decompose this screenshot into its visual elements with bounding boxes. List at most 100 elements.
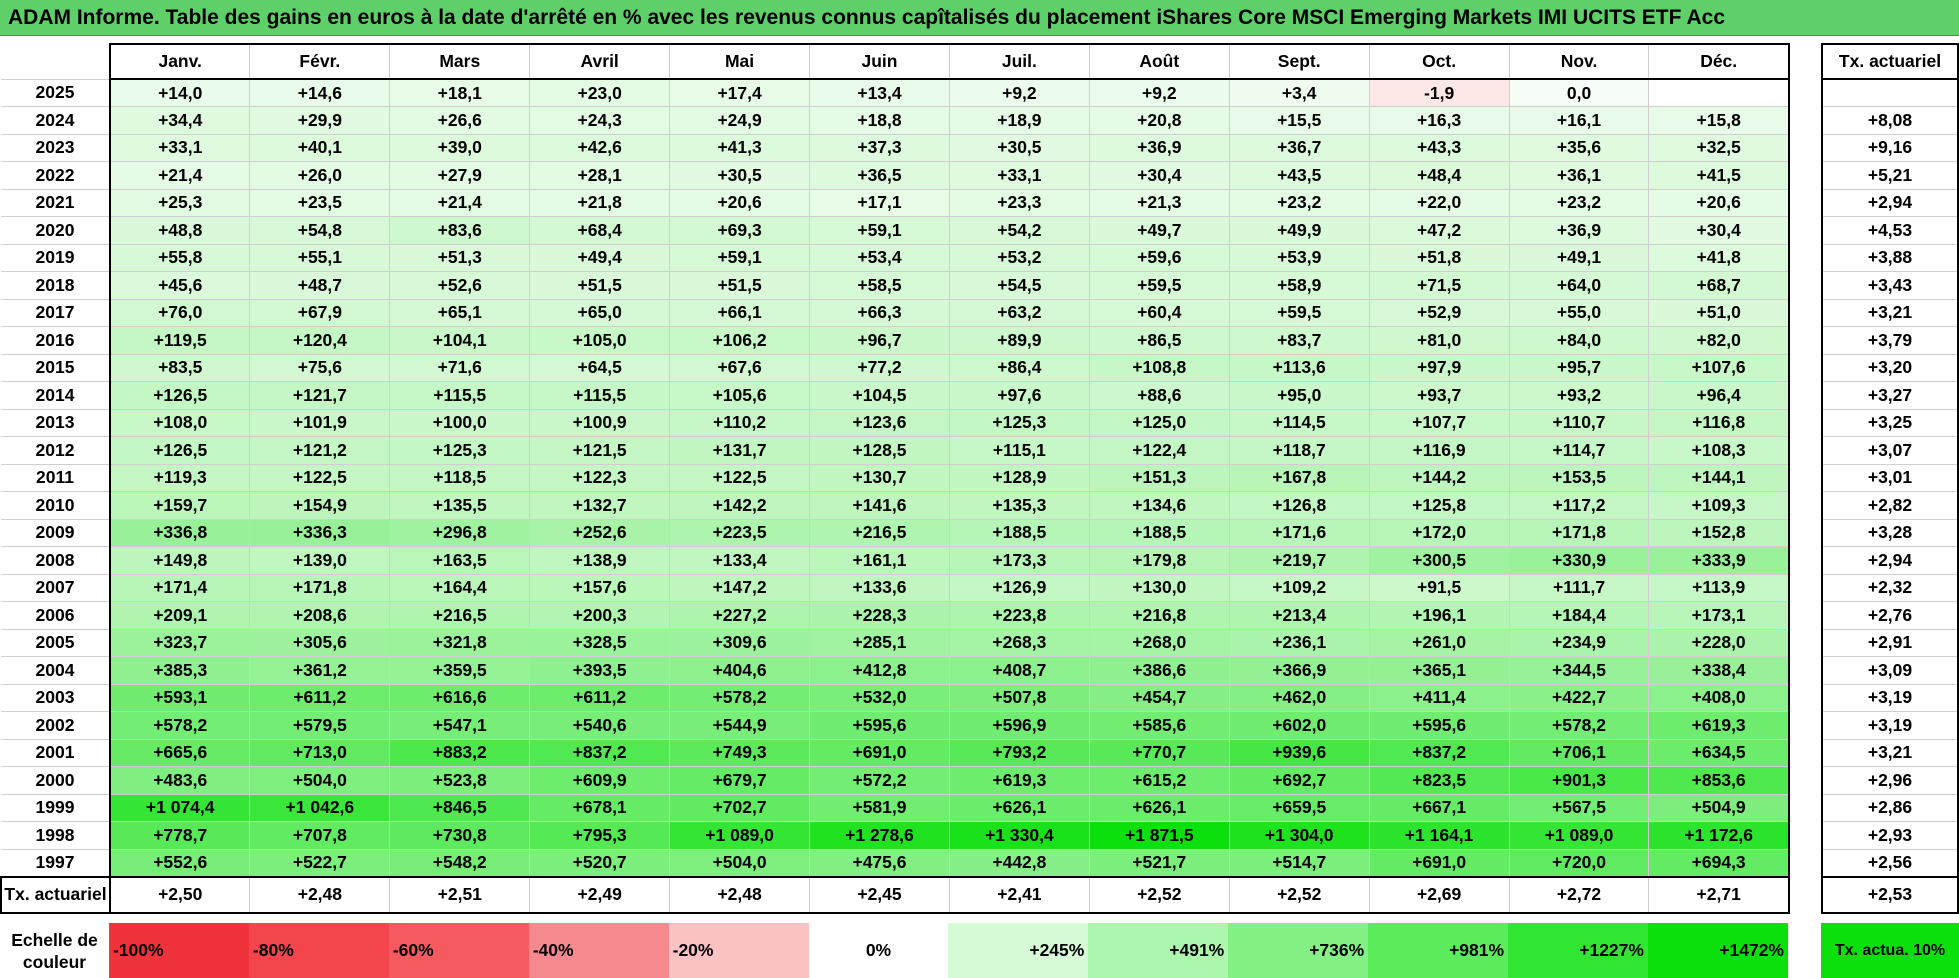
gain-cell: +23,0 [529, 78, 671, 107]
gain-cell: +21,8 [529, 188, 671, 217]
gain-cell: +1 304,0 [1228, 821, 1370, 850]
gain-cell: +171,8 [249, 573, 391, 602]
gain-cell: +24,3 [529, 106, 671, 135]
gain-cell: +578,2 [109, 711, 251, 740]
rate-row: +2,86 [1821, 793, 1959, 822]
gain-cell: +121,5 [529, 436, 671, 465]
gain-cell: +142,2 [669, 491, 811, 520]
gain-cell: +58,9 [1228, 271, 1370, 300]
gain-cell: +113,6 [1228, 353, 1370, 382]
gain-cell: +48,4 [1368, 161, 1510, 190]
gain-cell: +15,8 [1648, 106, 1790, 135]
rate-row: +2,93 [1821, 821, 1959, 850]
gain-cell: +96,4 [1648, 381, 1790, 410]
color-scale-swatch: +1472% [1647, 923, 1788, 978]
rate-cell: +3,21 [1821, 738, 1959, 767]
gain-cell: +268,0 [1088, 628, 1230, 657]
gain-cell: +104,1 [389, 326, 531, 355]
gain-cell: +883,2 [389, 738, 531, 767]
footer-rate-cell: +2,48 [669, 875, 811, 914]
gain-cell: +17,1 [809, 188, 950, 217]
gain-cell: +442,8 [948, 848, 1090, 877]
gain-cell: +336,3 [249, 518, 391, 547]
gain-cell: +23,2 [1228, 188, 1370, 217]
gain-cell: +64,0 [1508, 271, 1650, 300]
gain-cell: +100,0 [389, 408, 531, 437]
gain-cell: +30,4 [1088, 161, 1230, 190]
month-header: Sept. [1228, 43, 1370, 80]
gain-cell: +125,3 [389, 436, 531, 465]
gain-cell: +120,4 [249, 326, 391, 355]
table-row: 2010 +159,7 +154,9 +135,5 +132,7 +142,2 +141,6… [1, 491, 1790, 520]
gain-cell: +227,2 [669, 601, 811, 630]
rate-row: +2,94 [1821, 546, 1959, 575]
footer-overall-rate: +2,53 [1821, 875, 1959, 914]
gain-cell: +164,4 [389, 573, 531, 602]
gain-cell: +213,4 [1228, 601, 1370, 630]
table-row: 2002 +578,2 +579,5 +547,1 +540,6 +544,9 +595,6… [1, 711, 1790, 740]
gain-cell: +665,6 [109, 738, 251, 767]
month-header: Juil. [948, 43, 1090, 80]
gain-cell: +55,1 [249, 243, 391, 272]
gain-cell: +107,7 [1368, 408, 1510, 437]
gain-cell: +15,5 [1228, 106, 1370, 135]
gain-cell: +1 871,5 [1088, 821, 1230, 850]
gain-cell: +13,4 [809, 78, 950, 107]
gain-cell: +51,0 [1648, 298, 1790, 327]
rate-cell: +3,43 [1821, 271, 1959, 300]
gain-cell: +126,9 [948, 573, 1090, 602]
gain-cell: +108,3 [1648, 436, 1790, 465]
gain-cell: +21,4 [389, 188, 531, 217]
color-scale-rate-label: Tx. actua. 10% [1834, 941, 1946, 959]
gain-cell: +29,9 [249, 106, 391, 135]
gain-cell: +321,8 [389, 628, 531, 657]
gain-cell: +54,8 [249, 216, 391, 245]
rate-cell: +3,27 [1821, 381, 1959, 410]
rate-cell: +2,86 [1821, 793, 1959, 822]
gain-cell: +35,6 [1508, 133, 1650, 162]
gain-cell: +236,1 [1228, 628, 1370, 657]
gain-cell: +223,8 [948, 601, 1090, 630]
gain-cell: +125,0 [1088, 408, 1230, 437]
gain-cell: +173,3 [948, 546, 1090, 575]
table-row: 2020 +48,8 +54,8 +83,6 +68,4 +69,3 +59,1 +54,2 +… [1, 216, 1790, 245]
color-scale-swatch: -80% [248, 923, 389, 978]
gain-cell: +596,9 [948, 711, 1090, 740]
gain-cell: +135,5 [389, 491, 531, 520]
gain-cell: +1 042,6 [249, 793, 391, 822]
gain-cell: +602,0 [1228, 711, 1370, 740]
footer-rate-cell: +2,41 [948, 875, 1090, 914]
gain-cell: +707,8 [249, 821, 391, 850]
gain-cell: +66,1 [669, 298, 811, 327]
rate-cell: +3,21 [1821, 298, 1959, 327]
gain-cell: +83,6 [389, 216, 531, 245]
gain-cell: +123,6 [809, 408, 950, 437]
gain-cell: +97,6 [948, 381, 1090, 410]
gain-cell: +133,6 [809, 573, 950, 602]
gain-cell: +678,1 [529, 793, 671, 822]
rate-row: +3,19 [1821, 711, 1959, 740]
color-scale-swatch: +981% [1368, 923, 1509, 978]
rate-row: +3,21 [1821, 738, 1959, 767]
gain-cell: +28,1 [529, 161, 671, 190]
rate-row: +2,56 [1821, 848, 1959, 877]
gain-cell: +71,6 [389, 353, 531, 382]
rate-cell: +5,21 [1821, 161, 1959, 190]
year-label: 2010 [1, 491, 111, 520]
rate-row: +2,96 [1821, 766, 1959, 795]
gain-cell: +172,0 [1368, 518, 1510, 547]
gain-cell: +454,7 [1088, 683, 1230, 712]
gain-cell: +179,8 [1088, 546, 1230, 575]
rate-header: Tx. actuariel [1821, 43, 1959, 80]
year-label: 2024 [1, 106, 111, 135]
gain-cell: +75,6 [249, 353, 391, 382]
gain-cell: +706,1 [1508, 738, 1650, 767]
table-row: 2023 +33,1 +40,1 +39,0 +42,6 +41,3 +37,3 +30,5 +… [1, 133, 1790, 162]
rate-row: +3,27 [1821, 381, 1959, 410]
gain-cell: +157,6 [529, 573, 671, 602]
table-row: 2015 +83,5 +75,6 +71,6 +64,5 +67,6 +77,2 +86,4 +… [1, 353, 1790, 382]
year-label: 2023 [1, 133, 111, 162]
table-row: 2009 +336,8 +336,3 +296,8 +252,6 +223,5 +216,5… [1, 518, 1790, 547]
gain-cell: +188,5 [948, 518, 1090, 547]
gain-cell: +23,3 [948, 188, 1090, 217]
